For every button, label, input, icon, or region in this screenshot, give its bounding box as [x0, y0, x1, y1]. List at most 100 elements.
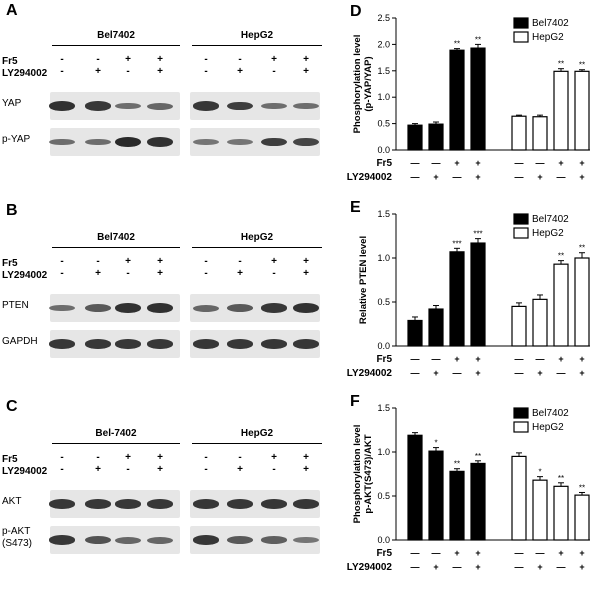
- significance-mark: **: [579, 483, 585, 492]
- treatment-sign: -: [60, 268, 64, 279]
- blot-band: [193, 535, 219, 545]
- treatment-sign: -: [272, 268, 276, 279]
- treatment-label: Fr5: [2, 258, 18, 269]
- condition-sign: —: [432, 354, 441, 364]
- condition-label: LY294002: [347, 172, 393, 183]
- condition-sign: —: [453, 172, 462, 182]
- blot-band: [261, 137, 287, 147]
- blot-band: [193, 138, 219, 146]
- significance-mark: ***: [452, 239, 461, 248]
- blot-band: [147, 137, 173, 147]
- condition-sign: —: [536, 354, 545, 364]
- treatment-sign: +: [303, 464, 309, 475]
- condition-sign: —: [515, 172, 524, 182]
- bar: [428, 308, 444, 347]
- condition-sign: +: [579, 354, 584, 364]
- treatment-sign: -: [60, 256, 64, 267]
- treatment-sign: +: [303, 452, 309, 463]
- condition-sign: —: [536, 548, 545, 558]
- treatment-label: Fr5: [2, 454, 18, 465]
- y-tick-label: 0.0: [377, 535, 390, 545]
- treatment-sign: -: [60, 464, 64, 475]
- legend-swatch: [513, 227, 529, 239]
- bar: [553, 263, 569, 347]
- condition-sign: —: [557, 368, 566, 378]
- condition-sign: —: [432, 548, 441, 558]
- blot-band: [49, 304, 75, 312]
- legend-label: Bel7402: [532, 18, 569, 29]
- condition-label: LY294002: [347, 562, 393, 573]
- bar: [511, 455, 527, 541]
- significance-mark: **: [558, 60, 564, 69]
- condition-sign: —: [515, 562, 524, 572]
- y-tick-label: 2.0: [377, 39, 390, 49]
- y-axis-label: Phosphorylation level(p-YAP/YAP): [352, 35, 374, 134]
- blot-band: [227, 101, 253, 111]
- condition-label: Fr5: [376, 354, 392, 365]
- significance-mark: ***: [473, 230, 482, 239]
- treatment-sign: +: [157, 452, 163, 463]
- treatment-sign: -: [126, 268, 130, 279]
- condition-sign: +: [558, 158, 563, 168]
- significance-mark: *: [434, 439, 437, 448]
- y-axis-label-line: Phosphorylation level: [352, 425, 363, 524]
- panel-label-a: A: [6, 2, 18, 19]
- legend-swatch: [513, 407, 529, 419]
- blot-group-label: Bel7402: [97, 30, 135, 41]
- blot-band: [147, 499, 173, 509]
- treatment-sign: +: [303, 256, 309, 267]
- blot-group-label: HepG2: [240, 232, 274, 243]
- treatment-sign: -: [204, 452, 208, 463]
- condition-sign: —: [411, 172, 420, 182]
- bar: [574, 257, 590, 347]
- treatment-sign: +: [237, 464, 243, 475]
- condition-sign: +: [475, 368, 480, 378]
- condition-sign: +: [475, 562, 480, 572]
- treatment-sign: -: [96, 54, 100, 65]
- condition-sign: —: [453, 368, 462, 378]
- condition-sign: —: [432, 158, 441, 168]
- significance-mark: **: [579, 244, 585, 253]
- blot-band: [49, 499, 75, 509]
- significance-mark: **: [475, 452, 481, 461]
- blot-band: [49, 101, 75, 111]
- condition-sign: —: [557, 562, 566, 572]
- legend-label: HepG2: [532, 228, 564, 239]
- treatment-sign: -: [126, 464, 130, 475]
- blot-row-label: (S473): [2, 538, 33, 549]
- legend-swatch: [513, 17, 529, 29]
- legend-swatch: [513, 421, 529, 433]
- condition-sign: +: [537, 368, 542, 378]
- treatment-sign: -: [204, 54, 208, 65]
- condition-sign: —: [536, 158, 545, 168]
- y-axis-label-line: p-AKT(S473)/AKT: [363, 434, 374, 513]
- blot-group-line: [192, 45, 322, 46]
- blot-band: [115, 339, 141, 349]
- treatment-sign: +: [271, 452, 277, 463]
- blot-band: [49, 535, 75, 545]
- treatment-sign: -: [60, 452, 64, 463]
- significance-mark: *: [538, 468, 541, 477]
- blot-band: [293, 339, 319, 349]
- blot-band: [261, 102, 287, 110]
- y-tick-label: 1.0: [377, 253, 390, 263]
- treatment-sign: -: [272, 66, 276, 77]
- blot-group-label: HepG2: [240, 428, 274, 439]
- blot-band: [293, 499, 319, 509]
- condition-sign: +: [579, 158, 584, 168]
- blot-band: [227, 339, 253, 349]
- condition-sign: +: [433, 562, 438, 572]
- condition-sign: +: [558, 354, 563, 364]
- bar: [470, 47, 486, 151]
- blot-row-label: GAPDH: [2, 336, 38, 347]
- condition-sign: +: [579, 548, 584, 558]
- condition-sign: +: [475, 172, 480, 182]
- blot-group-line: [192, 247, 322, 248]
- treatment-label: Fr5: [2, 56, 18, 67]
- treatment-label: LY294002: [2, 466, 48, 477]
- treatment-sign: -: [60, 54, 64, 65]
- condition-sign: +: [579, 562, 584, 572]
- y-axis-label: Phosphorylation levelp-AKT(S473)/AKT: [352, 425, 374, 524]
- treatment-sign: -: [238, 452, 242, 463]
